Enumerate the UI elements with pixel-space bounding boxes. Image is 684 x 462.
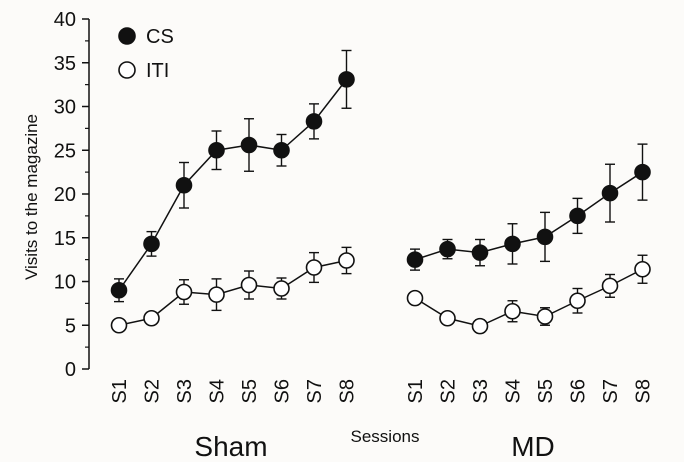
y-axis-label: Visits to the magazine [22,114,41,280]
data-point-cs [305,113,323,130]
x-tick-label: S5 [239,379,261,403]
x-tick-label: S1 [109,379,131,403]
y-tick-label: 25 [54,140,76,162]
x-tick-label: S6 [568,379,590,403]
data-point-cs [601,184,619,202]
x-tick-label: S1 [405,379,427,403]
group-label-md: MD [511,431,555,462]
x-tick-label: S3 [470,379,492,403]
x-tick-label: S6 [272,379,294,403]
data-point-iti [175,283,193,301]
y-tick-label: 5 [65,315,76,337]
y-tick-label: 0 [65,359,76,381]
data-point-cs [143,235,160,253]
data-point-iti [536,308,554,325]
x-tick-label: S4 [207,379,229,403]
data-point-cs [569,207,586,225]
axes: 0 5 10 15 20 25 30 35 40 [54,9,90,381]
data-point-iti [208,286,225,303]
data-point-iti [338,252,355,269]
data-point-cs [175,176,193,194]
legend-label-cs: CS [146,26,174,48]
data-point-iti [601,277,619,295]
data-point-cs [406,251,424,268]
y-tick-label: 40 [54,9,76,31]
x-tick-label: S8 [633,379,655,403]
data-point-cs [110,281,128,299]
y-tick-label: 10 [54,272,76,294]
data-point-iti [110,316,128,334]
data-point-iti [406,289,424,307]
data-point-iti [569,292,586,310]
data-point-cs [338,71,355,88]
x-tick-label: S8 [337,379,359,403]
x-axis-label: Sessions [351,427,420,446]
y-tick-label: 35 [54,53,76,75]
series-layer [110,49,651,335]
legend-label-iti: ITI [146,60,169,82]
x-tick-label: S7 [304,379,326,403]
series-line-sham-cs [118,78,348,291]
x-tick-labels: S1 S2 S3 S4 S5 S6 S7 S8 S1 S2 S3 S4 S5 S6 S7 S8 [109,379,655,403]
legend-marker-cs [118,27,136,45]
x-tick-label: S2 [142,379,164,403]
y-tick-label: 15 [54,228,76,250]
data-point-iti [504,302,521,320]
data-point-iti [471,317,489,335]
data-point-iti [439,309,456,327]
data-point-cs [208,141,225,159]
x-tick-label: S4 [503,379,525,403]
data-point-cs [536,228,554,246]
legend-marker-iti [118,61,136,79]
y-tick-label: 20 [54,184,76,206]
data-point-iti [240,276,258,294]
data-point-cs [439,240,456,258]
data-point-cs [240,136,258,154]
data-point-iti [305,259,323,276]
x-tick-label: S2 [438,379,460,403]
data-point-cs [504,235,521,253]
x-tick-label: S7 [600,379,622,403]
legend: CS ITI [118,26,174,82]
x-tick-label: S5 [535,379,557,403]
group-label-sham: Sham [194,431,267,462]
data-point-iti [143,309,160,327]
x-tick-label: S3 [174,379,196,403]
data-point-cs [471,244,489,261]
data-point-iti [273,280,290,297]
y-tick-label: 30 [54,97,76,119]
data-point-cs [634,163,651,181]
data-point-iti [634,260,651,278]
data-point-cs [273,141,290,159]
